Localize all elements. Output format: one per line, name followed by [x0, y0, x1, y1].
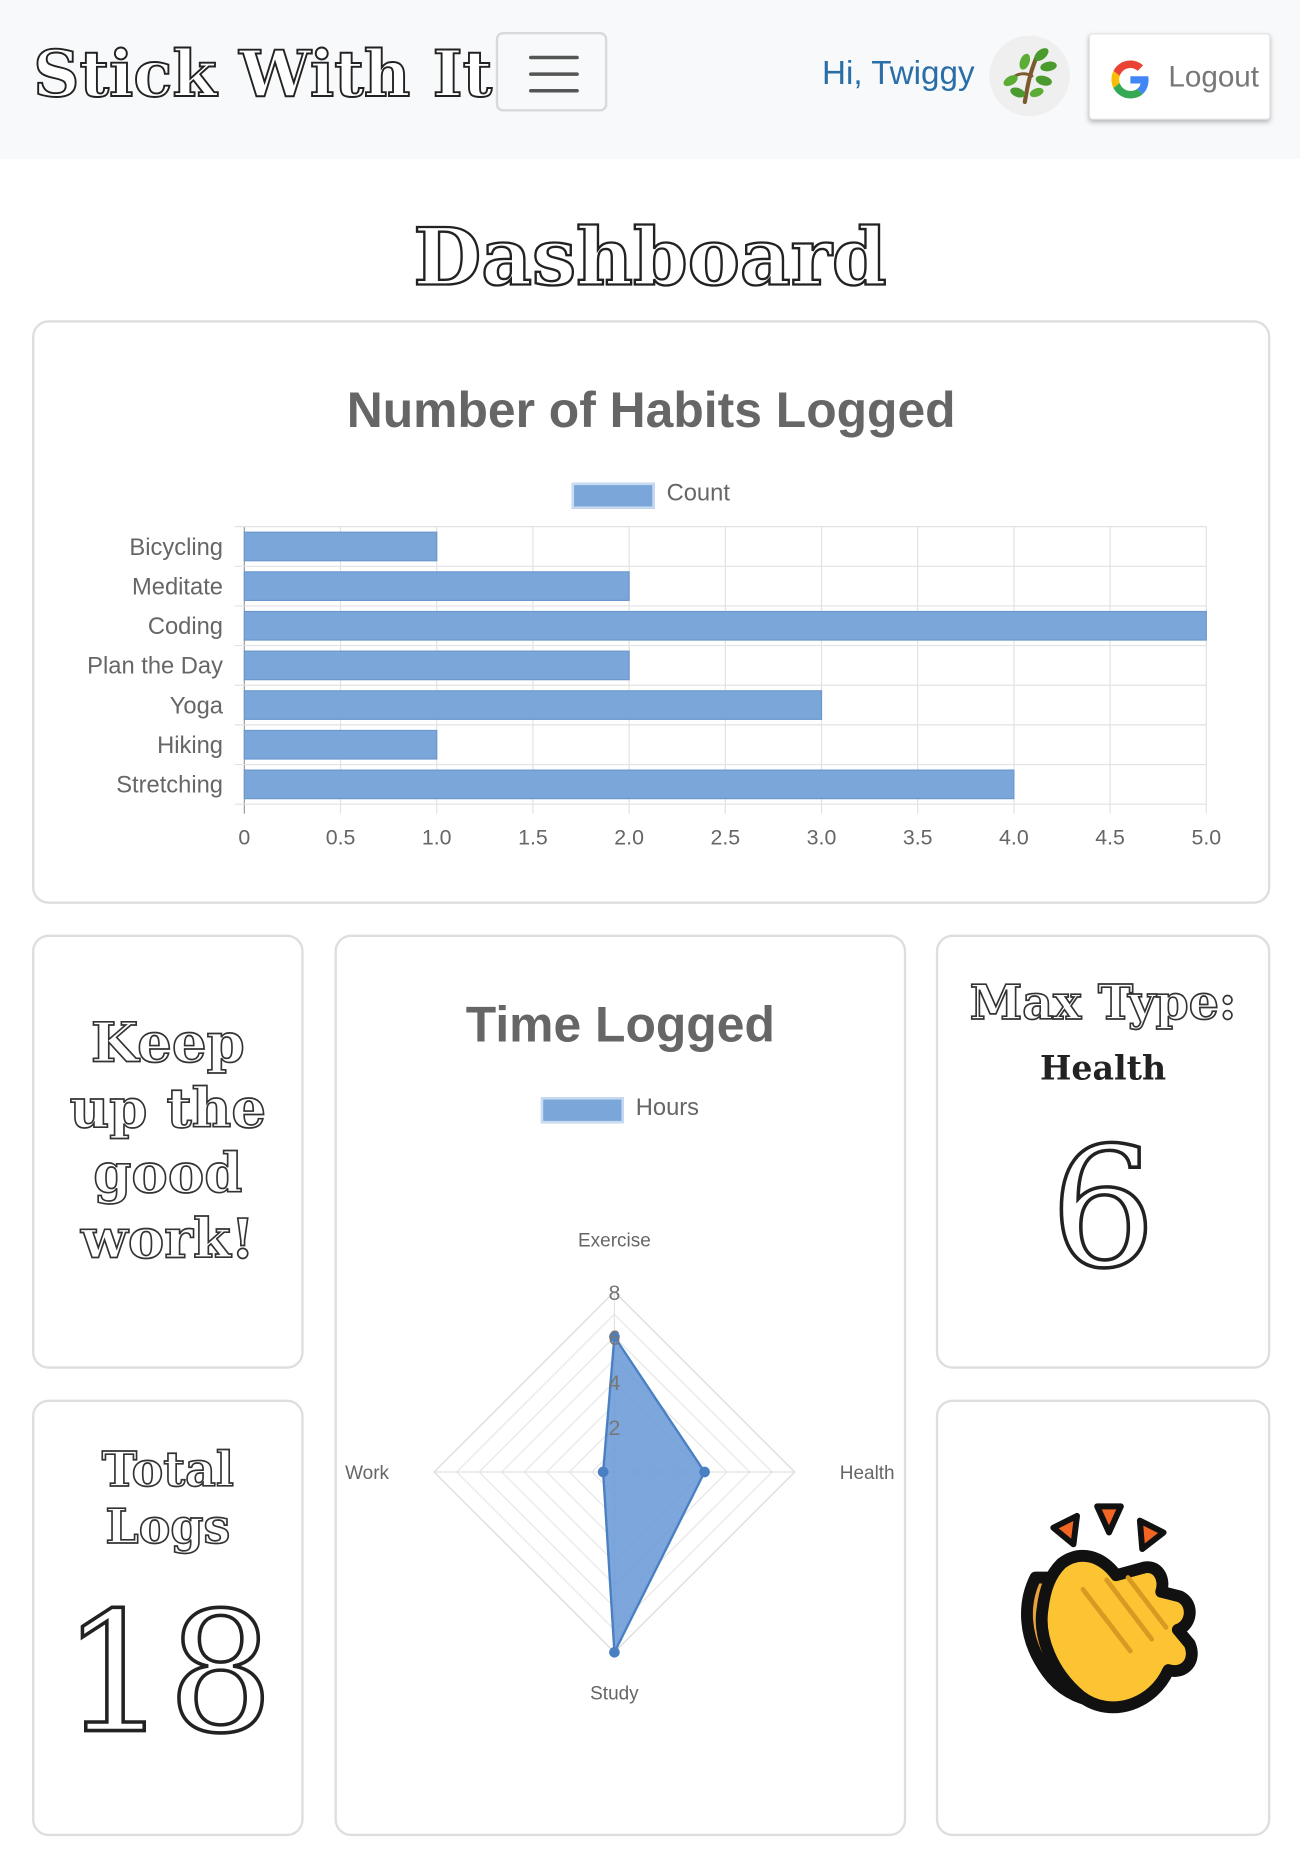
y-tick-label: Plan the Day: [87, 654, 223, 680]
radar-point: [699, 1466, 710, 1478]
y-tick-label: Bicycling: [129, 535, 223, 561]
max-type-name: Health: [1040, 1048, 1167, 1088]
hamburger-icon-line: [529, 88, 579, 93]
bar: [243, 729, 438, 760]
y-tick-label: Coding: [148, 614, 223, 640]
bar: [243, 610, 1207, 641]
radar-axis-label: Study: [590, 1684, 639, 1705]
legend-label: Count: [666, 480, 730, 507]
encouragement-text: Keep up the good work!: [34, 1010, 301, 1272]
radar-axis-label: Work: [345, 1463, 389, 1484]
radar-chart-legend[interactable]: Hours: [540, 1094, 731, 1131]
logout-label: Logout: [1168, 60, 1260, 94]
habits-bar-chart: 0 0.5 1.0 1.5 2.0 2.5 3.0 3.5 4.0 4.5 5.0 Bicycling…: [87, 526, 1221, 850]
x-tick-label: 4.0: [999, 826, 1029, 850]
x-tick-label: 0.5: [326, 826, 356, 850]
x-tick-label: 5.0: [1191, 826, 1221, 850]
encouragement-line: good: [92, 1140, 243, 1206]
encouragement-line: Keep: [90, 1010, 245, 1076]
x-tick-label: 2.5: [710, 826, 740, 850]
encouragement-line: up the: [69, 1075, 267, 1141]
time-logged-radar-card: Time Logged Hours 2 4 6 8 Exercise Health Stud…: [334, 934, 907, 1837]
x-tick-label: 4.5: [1095, 826, 1125, 850]
radar-tick-label: 2: [608, 1416, 620, 1440]
x-tick-label: 1.0: [422, 826, 452, 850]
max-type-card: Max Type: Health 6: [935, 934, 1271, 1369]
total-logs-card: Total Logs 18: [32, 1399, 304, 1837]
x-tick-label: 3.0: [807, 826, 837, 850]
total-logs-title: Total Logs: [34, 1442, 301, 1556]
total-logs-title-line: Logs: [105, 1498, 232, 1556]
google-icon: [1111, 60, 1149, 99]
y-tick-label: Meditate: [132, 574, 223, 600]
radar-tick-label: 8: [608, 1281, 620, 1305]
total-logs-value: 18: [60, 1577, 275, 1771]
legend-swatch: [540, 1097, 624, 1124]
total-logs-title-line: Total: [101, 1442, 235, 1499]
avatar[interactable]: [989, 35, 1070, 117]
menu-toggle-button[interactable]: [495, 32, 608, 112]
legend-swatch: [571, 482, 655, 509]
brand-logo[interactable]: Stick With It: [32, 35, 493, 113]
hamburger-icon: [529, 55, 579, 60]
bar-chart-legend[interactable]: Count: [571, 480, 809, 516]
radar-point: [609, 1331, 620, 1343]
radar-point: [609, 1646, 620, 1658]
sprout-icon: [1003, 48, 1057, 105]
bar-chart-title: Number of Habits Logged: [346, 381, 956, 438]
page-title: Dashboard: [412, 210, 888, 305]
max-type-title: Max Type:: [969, 974, 1237, 1031]
bar: [243, 690, 823, 720]
radar-chart-title: Time Logged: [465, 996, 775, 1053]
logout-button[interactable]: Logout: [1088, 33, 1271, 120]
clapping-hands-icon: [1021, 1503, 1198, 1714]
bar: [243, 571, 630, 601]
max-type-value: 6: [1048, 1112, 1157, 1306]
radar-axis-label: Health: [840, 1463, 895, 1484]
x-tick-label: 1.5: [518, 826, 548, 850]
legend-label: Hours: [635, 1094, 700, 1121]
x-tick-label: 3.5: [903, 826, 933, 850]
hamburger-icon-line: [529, 72, 579, 76]
user-greeting[interactable]: Hi, Twiggy: [821, 54, 975, 92]
y-tick-label: Stretching: [116, 773, 223, 799]
bar: [243, 650, 630, 681]
navbar: Stick With It Hi, Twiggy: [0, 0, 1300, 159]
bar: [243, 531, 438, 562]
encouragement-card: Keep up the good work!: [32, 934, 304, 1369]
habits-bar-chart-card: Number of Habits Logged Count 0 0.5 1.0 1.5…: [32, 320, 1271, 904]
radar-axis-label: Exercise: [578, 1231, 651, 1252]
time-logged-radar-chart: 2 4 6 8 Exercise Health Study Work: [345, 1231, 895, 1705]
radar-tick-label: 6: [608, 1326, 620, 1350]
y-tick-label: Hiking: [157, 733, 223, 759]
bar: [243, 769, 1015, 800]
x-tick-label: 0: [238, 826, 250, 850]
radar-tick-label: 4: [608, 1371, 620, 1395]
y-tick-label: Yoga: [170, 693, 224, 719]
encouragement-line: work!: [80, 1205, 256, 1271]
celebration-card: [935, 1399, 1271, 1837]
radar-point: [597, 1466, 609, 1478]
x-tick-label: 2.0: [614, 826, 644, 850]
